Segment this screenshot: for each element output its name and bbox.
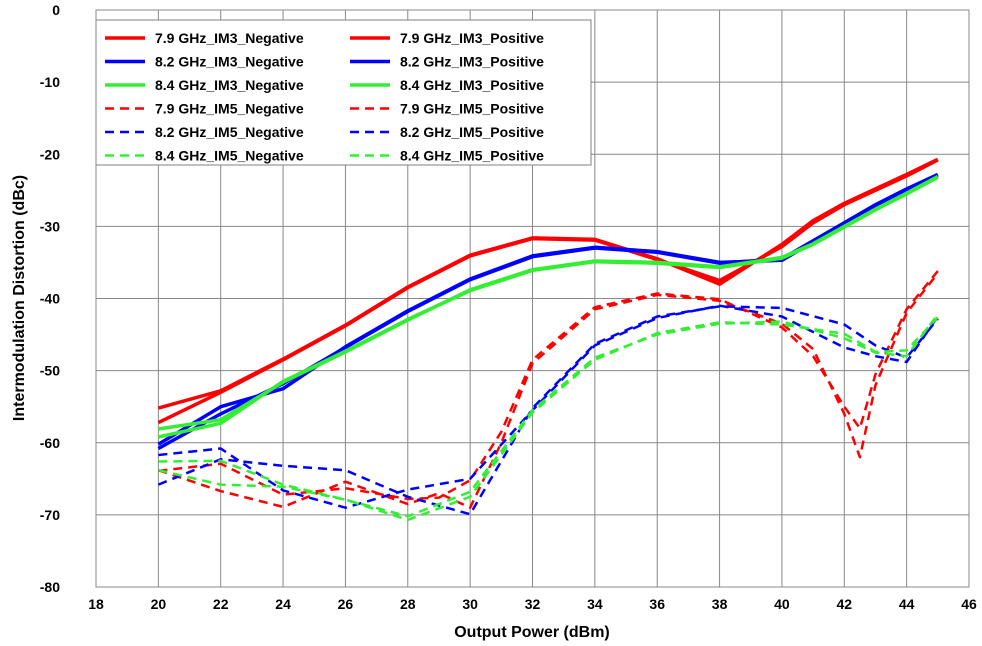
x-tick-label: 20 [151, 596, 167, 612]
legend-label: 8.2 GHz_IM3_Positive [400, 54, 544, 70]
x-tick-label: 22 [213, 596, 229, 612]
x-tick-label: 34 [587, 596, 603, 612]
y-tick-labels: 0 -10 -20 -30 -40 -50 -60 -70 -80 [40, 2, 60, 595]
series-layer [157, 157, 939, 522]
x-axis-title: Output Power (dBm) [454, 624, 610, 641]
plot-border [95, 9, 970, 588]
legend-label: 8.2 GHz_IM3_Negative [155, 54, 304, 70]
series-line-9 [158, 304, 939, 509]
x-tick-label: 36 [649, 596, 665, 612]
legend: 7.9 GHz_IM3_Negative 7.9 GHz_IM3_Positive… [95, 19, 592, 166]
legend-label: 8.2 GHz_IM5_Positive [400, 124, 544, 140]
y-tick-label: -60 [40, 435, 60, 451]
series-line-8 [158, 270, 939, 501]
y-tick-label: 0 [52, 2, 60, 18]
x-tick-label: 38 [712, 596, 728, 612]
x-tick-label: 30 [462, 596, 478, 612]
y-axis-title: Intermodulation Distortion (dBc) [11, 175, 28, 421]
legend-label: 7.9 GHz_IM5_Negative [155, 101, 304, 117]
legend-label: 8.4 GHz_IM3_Positive [400, 77, 544, 93]
series-line-10 [157, 305, 939, 516]
x-tick-label: 32 [525, 596, 541, 612]
legend-label: 8.4 GHz_IM5_Positive [400, 148, 544, 164]
y-tick-label: -10 [40, 74, 60, 90]
legend-label: 7.9 GHz_IM3_Negative [155, 30, 304, 46]
x-tick-label: 46 [961, 596, 977, 612]
legend-label: 8.4 GHz_IM3_Negative [155, 77, 304, 93]
y-tick-label: -40 [40, 291, 60, 307]
series-line-7 [158, 272, 939, 509]
y-tick-label: -30 [40, 218, 60, 234]
x-tick-label: 40 [774, 596, 790, 612]
y-tick-label: -50 [40, 363, 60, 379]
series-line-11 [158, 313, 939, 518]
legend-label: 7.9 GHz_IM5_Positive [400, 101, 544, 117]
y-tick-label: -20 [40, 146, 60, 162]
x-tick-labels: 18 20 22 24 26 28 30 32 34 36 38 40 42 44 46 [88, 596, 977, 612]
y-tick-label: -80 [40, 579, 60, 595]
x-tick-label: 18 [88, 596, 104, 612]
x-tick-label: 24 [275, 596, 291, 612]
legend-label: 7.9 GHz_IM3_Positive [400, 30, 544, 46]
series-line-6 [158, 175, 939, 439]
legend-label: 8.4 GHz_IM5_Negative [155, 148, 304, 164]
x-tick-label: 26 [338, 596, 354, 612]
x-tick-label: 42 [836, 596, 852, 612]
x-tick-label: 28 [400, 596, 416, 612]
x-tick-label: 44 [899, 596, 915, 612]
y-tick-label: -70 [40, 507, 60, 523]
legend-box [95, 19, 592, 166]
legend-label: 8.2 GHz_IM5_Negative [155, 124, 304, 140]
